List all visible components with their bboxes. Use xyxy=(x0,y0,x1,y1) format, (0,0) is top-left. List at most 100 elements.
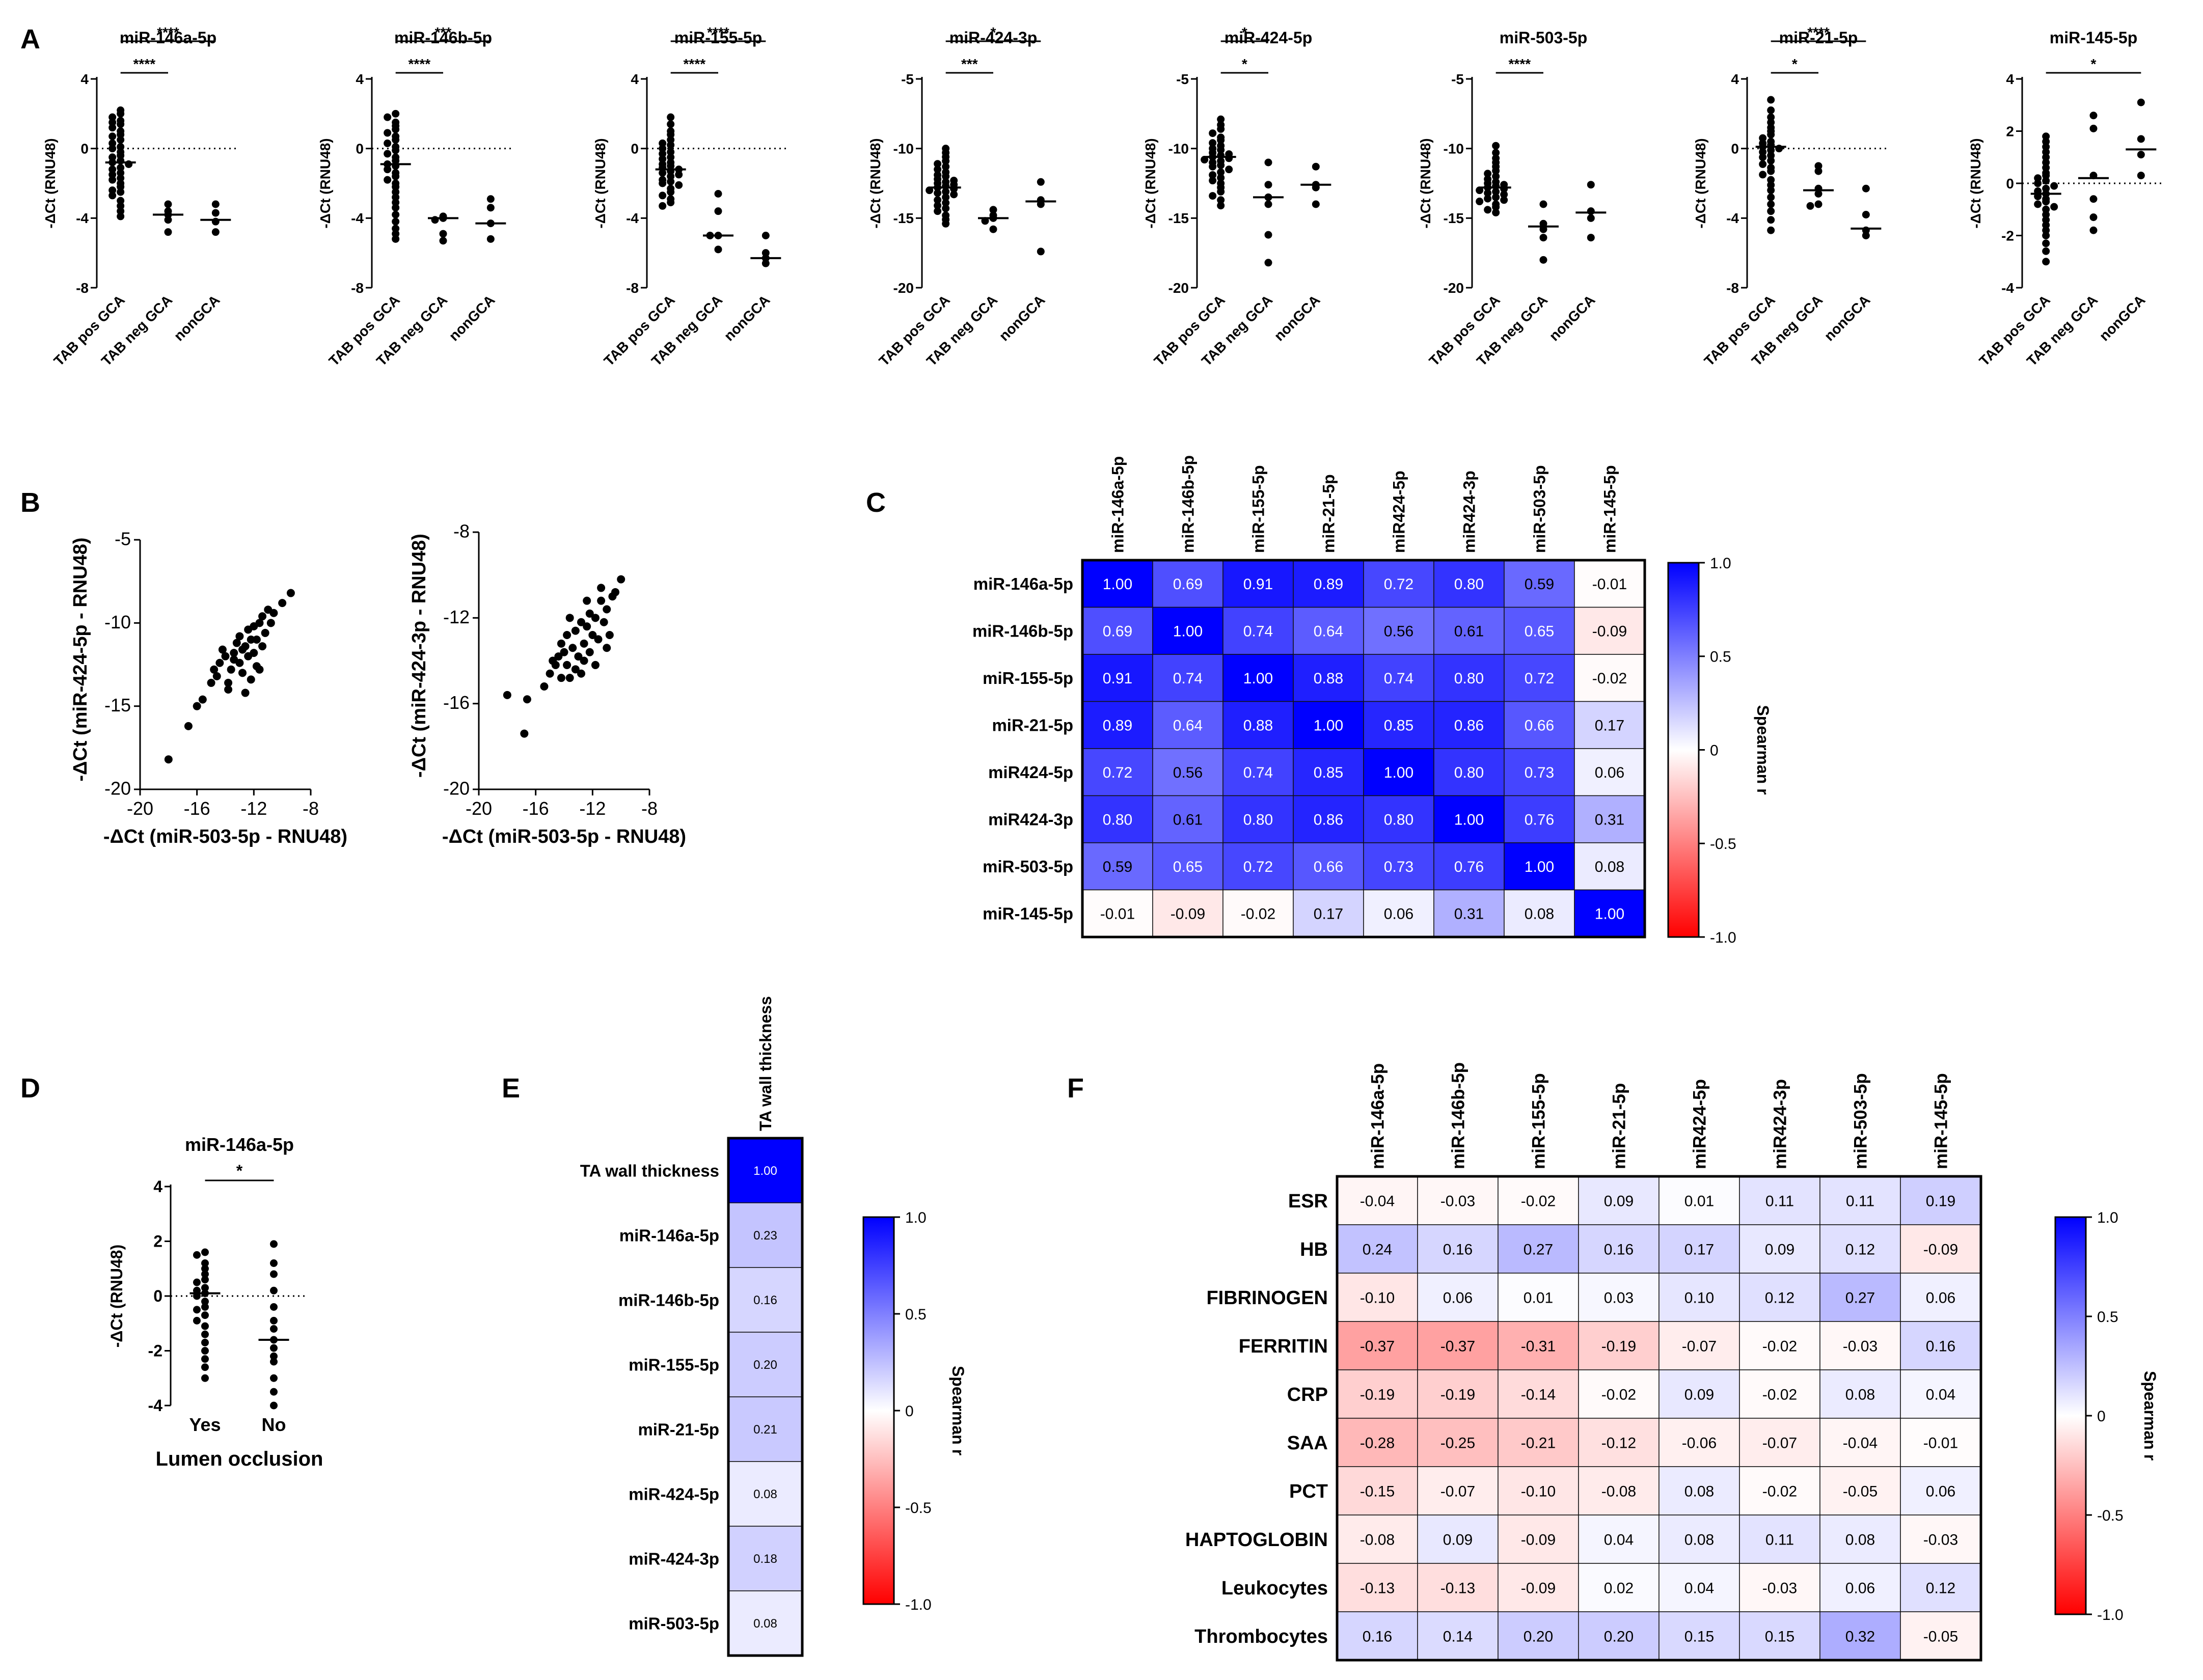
data-point xyxy=(1814,200,1823,208)
cell-value: -0.37 xyxy=(1360,1338,1395,1355)
significance-label: **** xyxy=(1807,24,1830,40)
data-point xyxy=(557,674,565,682)
heatmap-cell xyxy=(1082,701,1153,749)
data-point xyxy=(1484,206,1492,214)
data-point xyxy=(211,200,220,208)
data-point xyxy=(942,162,950,171)
heatmap-border xyxy=(1336,1175,1982,1662)
column-label: miR-145-5p xyxy=(1601,465,1619,554)
cell-value: 0.14 xyxy=(1443,1628,1473,1645)
x-tick-label: -20 xyxy=(127,798,153,819)
data-point xyxy=(392,146,400,154)
y-axis-label: -ΔCt (miR-424-5p - RNU48) xyxy=(70,537,91,781)
cell-value: -0.02 xyxy=(1762,1386,1797,1403)
heatmap-cell xyxy=(1433,701,1505,749)
cell-value: -0.14 xyxy=(1521,1386,1556,1403)
cell-value: -0.21 xyxy=(1521,1435,1556,1451)
data-point xyxy=(1767,130,1775,139)
cell-value: 0.74 xyxy=(1243,764,1273,781)
panel-f: -0.04 -0.03 -0.02 0.09 0.01 0.11 0.11 0.19 0.24 0… xyxy=(1185,1062,2159,1662)
data-point xyxy=(714,245,722,254)
data-point xyxy=(108,124,117,132)
data-point xyxy=(520,729,529,738)
data-point xyxy=(667,141,675,149)
heatmap-cell xyxy=(1363,795,1434,843)
cell-value: 0.08 xyxy=(753,1488,777,1501)
x-tick-label: nonGCA xyxy=(446,292,498,344)
heatmap-cell xyxy=(1900,1563,1981,1612)
data-point xyxy=(583,596,591,605)
cell-value: -0.09 xyxy=(1171,906,1205,923)
data-point xyxy=(392,136,400,144)
data-point xyxy=(193,1316,201,1325)
cell-value: 0.08 xyxy=(1595,859,1624,875)
data-point xyxy=(603,644,611,652)
data-point xyxy=(580,656,588,665)
heatmap-cell xyxy=(1578,1466,1660,1516)
column-label: miR424-5p xyxy=(1690,1079,1710,1169)
data-point xyxy=(270,1374,278,1382)
data-point xyxy=(392,225,400,233)
heatmap-cell xyxy=(1578,1273,1660,1322)
y-tick-label: -8 xyxy=(626,280,639,296)
cell-value: 0.91 xyxy=(1243,576,1273,593)
data-point xyxy=(1500,196,1508,204)
cell-value: -0.01 xyxy=(1592,576,1627,593)
cell-value: 0.88 xyxy=(1314,670,1343,687)
cell-value: -0.08 xyxy=(1601,1483,1636,1500)
cell-value: 0.80 xyxy=(1454,670,1484,687)
x-tick-label: No xyxy=(262,1414,286,1435)
cell-value: 0.72 xyxy=(1103,764,1132,781)
cell-value: 0.85 xyxy=(1314,764,1343,781)
y-axis-label: -ΔCt (RNU48) xyxy=(1418,138,1433,228)
cell-value: 0.06 xyxy=(1845,1580,1875,1596)
data-point xyxy=(1492,193,1500,201)
y-tick-label: 2 xyxy=(2006,123,2014,139)
significance-label: **** xyxy=(409,56,431,72)
data-point xyxy=(193,1306,201,1314)
heatmap-cell xyxy=(1152,560,1223,608)
cell-value: 0.86 xyxy=(1454,718,1484,734)
data-point xyxy=(117,169,125,177)
data-point xyxy=(2042,216,2050,224)
data-point xyxy=(2042,198,2050,206)
data-point xyxy=(659,179,667,187)
data-point xyxy=(230,649,238,657)
heatmap-cell xyxy=(1498,1224,1579,1274)
data-point xyxy=(270,1303,278,1311)
significance-label: **** xyxy=(684,56,706,72)
cell-value: 0.09 xyxy=(1765,1241,1794,1258)
cell-value: 0.69 xyxy=(1173,576,1203,593)
data-point xyxy=(117,207,125,215)
row-label: miR-424-3p xyxy=(629,1549,719,1568)
cell-value: 0.80 xyxy=(1454,764,1484,781)
cell-value: 0.56 xyxy=(1384,623,1413,640)
data-point xyxy=(603,605,611,614)
heatmap-cell xyxy=(1900,1611,1981,1661)
data-point xyxy=(659,169,667,177)
y-axis-label: -ΔCt (RNU48) xyxy=(317,138,333,228)
cell-value: 0.16 xyxy=(753,1293,777,1307)
cell-value: -0.13 xyxy=(1360,1580,1395,1596)
data-point xyxy=(1862,211,1870,218)
data-point xyxy=(108,145,117,153)
cell-value: 0.20 xyxy=(1604,1628,1634,1645)
cell-value: 0.56 xyxy=(1173,764,1203,781)
y-axis-label: -ΔCt (RNU48) xyxy=(1143,138,1158,228)
heatmap-cell xyxy=(1433,748,1505,796)
data-point xyxy=(211,228,220,236)
heatmap-cell xyxy=(1574,560,1645,608)
cell-value: 0.02 xyxy=(1604,1580,1634,1596)
row-label: miR-146a-5p xyxy=(973,574,1073,593)
data-point xyxy=(1484,195,1492,203)
heatmap-cell xyxy=(1417,1176,1499,1225)
cell-value: -0.02 xyxy=(1601,1386,1636,1403)
data-point xyxy=(1225,166,1233,174)
cell-value: -0.25 xyxy=(1440,1435,1475,1451)
x-tick-label: Yes xyxy=(189,1414,221,1435)
data-point xyxy=(1264,181,1272,189)
plot-title: miR-21-5p xyxy=(1779,29,1858,47)
cell-value: 0.74 xyxy=(1384,670,1413,687)
data-point xyxy=(1767,106,1775,114)
y-tick-label: -5 xyxy=(901,71,914,87)
